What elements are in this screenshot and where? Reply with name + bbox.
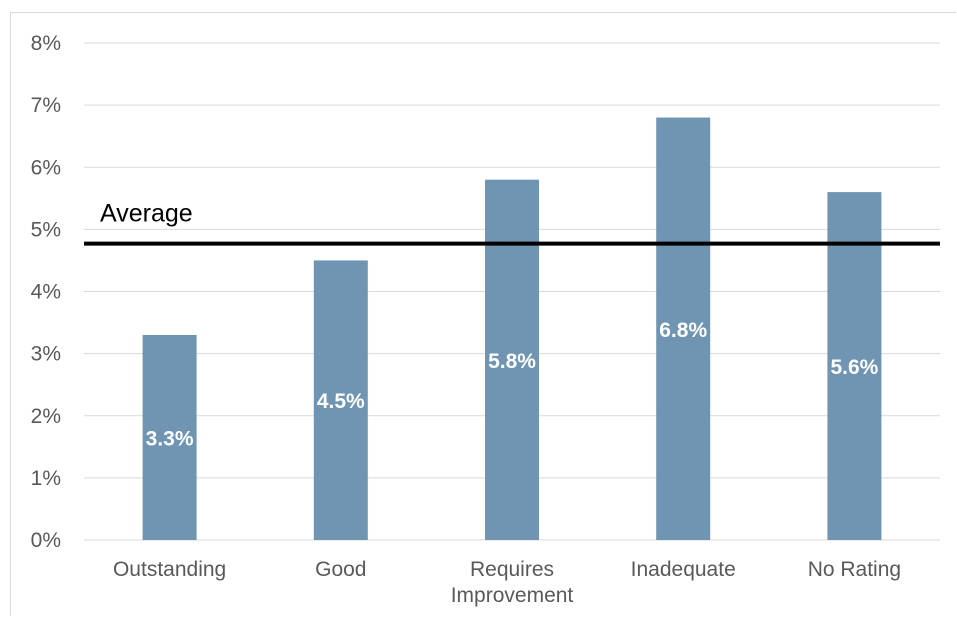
bar	[656, 117, 711, 541]
data-label: 5.8%	[488, 350, 536, 373]
category-label: Good	[315, 558, 366, 581]
bar	[485, 179, 539, 541]
y-tick-label: 6%	[31, 156, 61, 179]
category-label: Inadequate	[631, 558, 736, 581]
y-tick-label: 5%	[31, 218, 61, 241]
y-tick-label: 0%	[31, 529, 61, 552]
data-label: 5.6%	[830, 356, 878, 379]
bar	[142, 334, 197, 540]
category-label: Requires Improvement	[451, 558, 574, 607]
y-tick-label: 2%	[31, 405, 61, 428]
data-labels: 3.3% 4.5% 5.8% 6.8% 5.6%	[146, 319, 879, 451]
y-tick-label: 8%	[31, 32, 61, 55]
data-label: 4.5%	[317, 390, 365, 413]
category-label: Outstanding	[113, 558, 226, 581]
bar	[827, 192, 882, 540]
y-tick-label: 4%	[31, 281, 61, 304]
bar	[313, 260, 368, 540]
y-tick-label: 7%	[31, 94, 61, 117]
data-label: 6.8%	[659, 319, 707, 342]
category-label: No Rating	[808, 558, 901, 581]
data-label: 3.3%	[146, 427, 194, 450]
bars	[142, 117, 882, 541]
y-tick-label: 1%	[31, 467, 61, 490]
average-reference: Average	[84, 200, 940, 246]
chart-frame	[10, 12, 956, 616]
average-label: Average	[100, 200, 193, 228]
y-tick-label: 3%	[31, 343, 61, 366]
y-axis-ticks: 0% 1% 2% 3% 4% 5% 6% 7% 8%	[31, 32, 61, 552]
x-axis-categories: Outstanding Good Requires Improvement Inadeq…	[113, 558, 901, 607]
